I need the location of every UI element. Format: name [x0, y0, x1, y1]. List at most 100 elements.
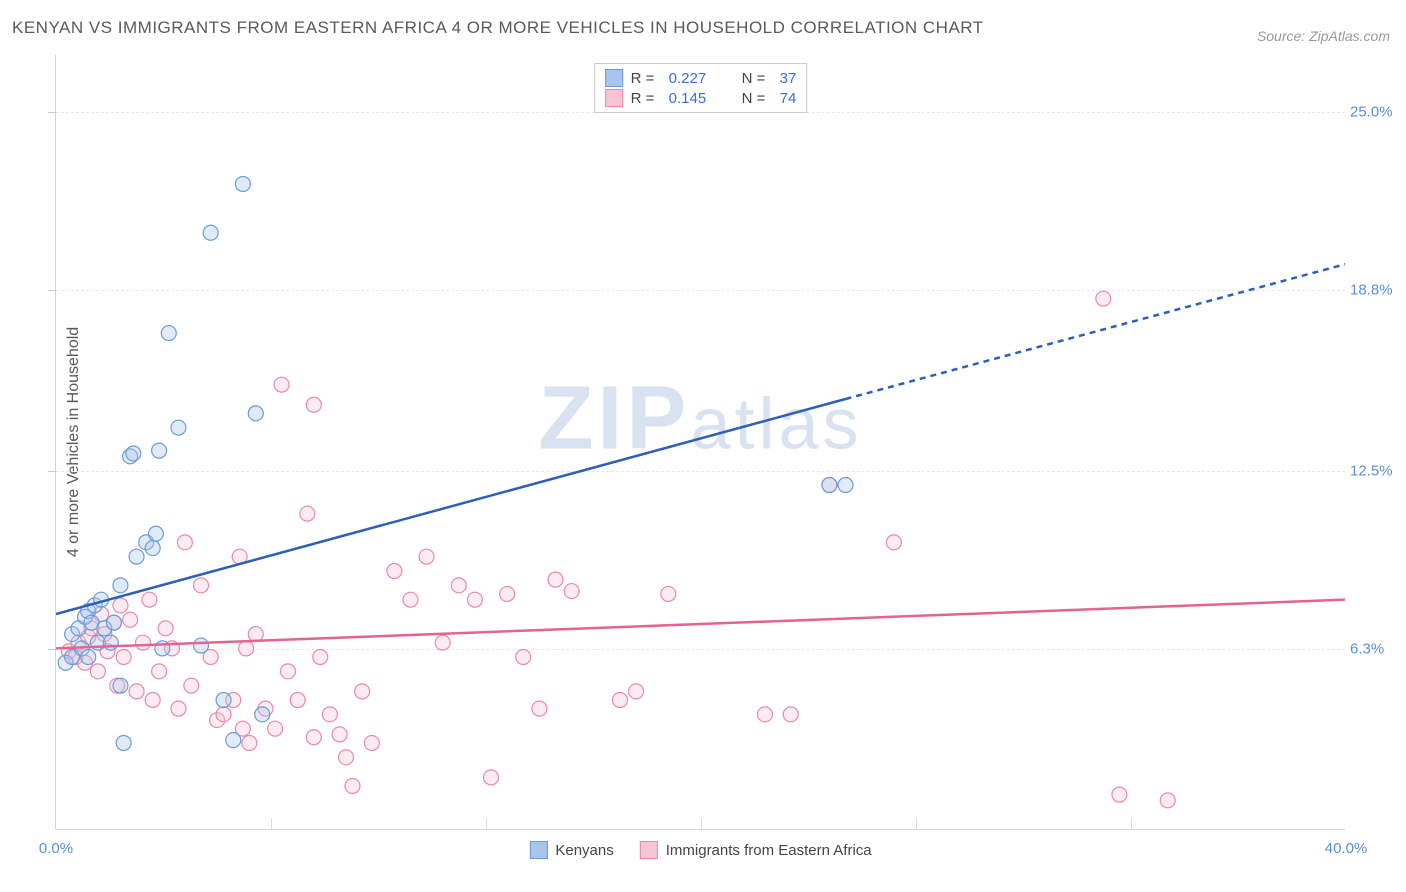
scatter-point — [822, 478, 837, 493]
scatter-point — [387, 564, 402, 579]
scatter-point — [451, 578, 466, 593]
scatter-point — [339, 750, 354, 765]
scatter-point — [355, 684, 370, 699]
scatter-point — [548, 572, 563, 587]
scatter-point — [123, 612, 138, 627]
scatter-point — [300, 506, 315, 521]
scatter-point — [145, 541, 160, 556]
scatter-point — [129, 549, 144, 564]
scatter-point — [345, 779, 360, 794]
series-a-label: Kenyans — [555, 842, 613, 859]
scatter-point — [171, 420, 186, 435]
scatter-point — [145, 693, 160, 708]
scatter-point — [113, 598, 128, 613]
scatter-point — [516, 650, 531, 665]
scatter-point — [177, 535, 192, 550]
scatter-point — [194, 578, 209, 593]
legend-item-a: Kenyans — [529, 841, 613, 859]
scatter-point — [783, 707, 798, 722]
trend-line — [846, 264, 1345, 399]
swatch-a2 — [529, 841, 547, 859]
scatter-point — [500, 586, 515, 601]
scatter-point — [136, 635, 151, 650]
n-value-a: 37 — [780, 70, 797, 87]
scatter-point — [113, 578, 128, 593]
scatter-point — [435, 635, 450, 650]
scatter-point — [403, 592, 418, 607]
scatter-point — [274, 377, 289, 392]
scatter-point — [103, 635, 118, 650]
scatter-point — [838, 478, 853, 493]
scatter-point — [158, 621, 173, 636]
scatter-point — [235, 177, 250, 192]
scatter-point — [184, 678, 199, 693]
swatch-b2 — [640, 841, 658, 859]
scatter-point — [116, 736, 131, 751]
swatch-a — [605, 69, 623, 87]
scatter-point — [306, 730, 321, 745]
scatter-point — [148, 526, 163, 541]
scatter-point — [564, 584, 579, 599]
scatter-point — [81, 650, 96, 665]
scatter-point — [268, 721, 283, 736]
scatter-point — [661, 586, 676, 601]
scatter-point — [226, 733, 241, 748]
scatter-point — [306, 397, 321, 412]
trend-line — [56, 600, 1345, 649]
scatter-point — [90, 664, 105, 679]
x-tick-label: 40.0% — [1325, 840, 1368, 857]
scatter-point — [113, 678, 128, 693]
scatter-point — [255, 707, 270, 722]
scatter-point — [313, 650, 328, 665]
plot-area: 4 or more Vehicles in Household ZIPatlas… — [55, 55, 1345, 830]
legend-stats-row-b: R = 0.145 N = 74 — [605, 88, 797, 108]
scatter-point — [290, 693, 305, 708]
scatter-point — [107, 615, 122, 630]
scatter-point — [116, 650, 131, 665]
scatter-point — [152, 443, 167, 458]
scatter-point — [129, 684, 144, 699]
scatter-point — [484, 770, 499, 785]
swatch-b — [605, 89, 623, 107]
legend-item-b: Immigrants from Eastern Africa — [640, 841, 872, 859]
scatter-point — [364, 736, 379, 751]
y-tick-label: 18.8% — [1350, 282, 1405, 299]
scatter-point — [239, 641, 254, 656]
legend-series: Kenyans Immigrants from Eastern Africa — [529, 841, 871, 859]
scatter-point — [194, 638, 209, 653]
scatter-point — [248, 627, 263, 642]
y-tick-mark — [48, 471, 56, 472]
scatter-point — [1096, 291, 1111, 306]
scatter-point — [242, 736, 257, 751]
legend-stats-row-a: R = 0.227 N = 37 — [605, 68, 797, 88]
scatter-point — [629, 684, 644, 699]
scatter-point — [1112, 787, 1127, 802]
scatter-point — [152, 664, 167, 679]
scatter-point — [171, 701, 186, 716]
r-value-a: 0.227 — [669, 70, 724, 87]
y-tick-label: 6.3% — [1350, 641, 1405, 658]
y-tick-mark — [48, 649, 56, 650]
scatter-point — [757, 707, 772, 722]
y-tick-label: 12.5% — [1350, 463, 1405, 480]
scatter-point — [216, 707, 231, 722]
scatter-point — [419, 549, 434, 564]
chart-container: KENYAN VS IMMIGRANTS FROM EASTERN AFRICA… — [0, 0, 1406, 892]
n-value-b: 74 — [780, 90, 797, 107]
scatter-plot-svg — [56, 55, 1345, 829]
scatter-point — [161, 326, 176, 341]
y-tick-label: 25.0% — [1350, 104, 1405, 121]
scatter-point — [1160, 793, 1175, 808]
scatter-point — [612, 693, 627, 708]
scatter-point — [886, 535, 901, 550]
legend-stats: R = 0.227 N = 37 R = 0.145 N = 74 — [594, 63, 808, 113]
scatter-point — [322, 707, 337, 722]
series-b-label: Immigrants from Eastern Africa — [666, 842, 872, 859]
x-tick-label: 0.0% — [39, 840, 73, 857]
scatter-point — [467, 592, 482, 607]
scatter-point — [332, 727, 347, 742]
r-value-b: 0.145 — [669, 90, 724, 107]
y-tick-mark — [48, 112, 56, 113]
source-attribution: Source: ZipAtlas.com — [1257, 28, 1390, 44]
y-tick-mark — [48, 290, 56, 291]
